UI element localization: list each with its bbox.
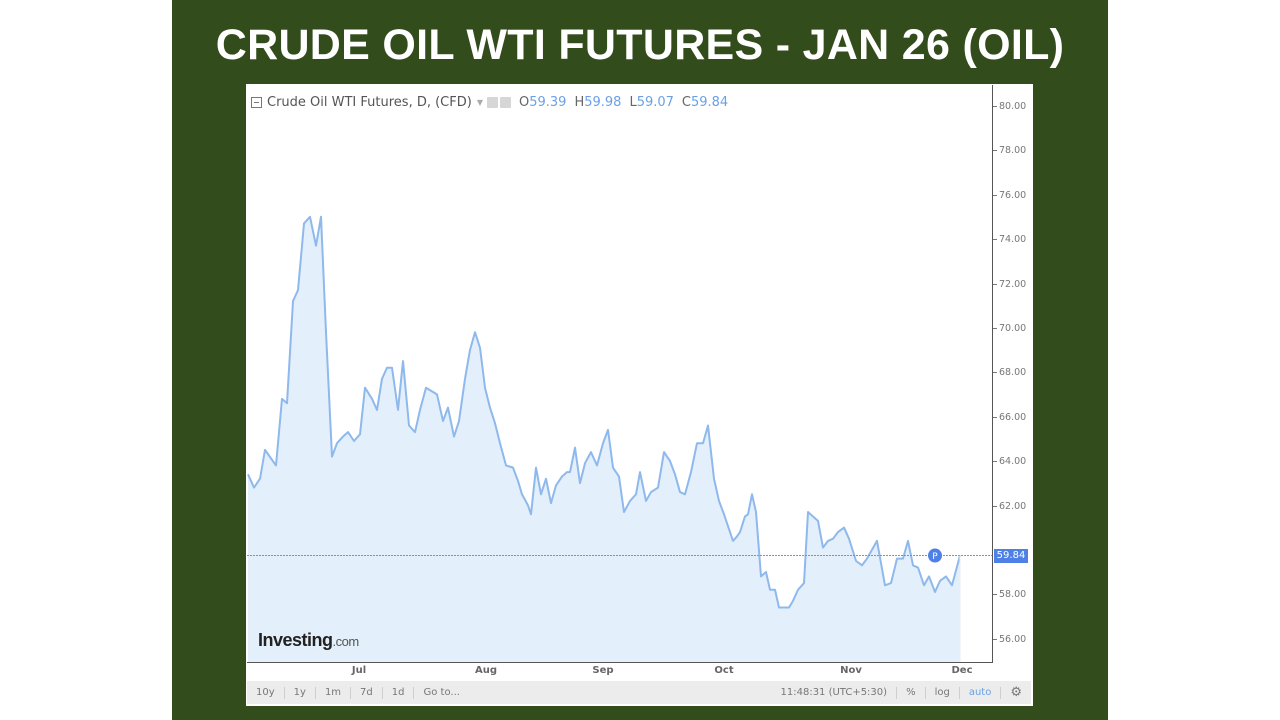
x-tick-label: Jul — [351, 665, 367, 676]
x-tick-label: Dec — [951, 665, 973, 676]
x-axis[interactable]: Jul Aug Sep Oct Nov Dec — [246, 662, 991, 680]
chevron-down-icon[interactable]: ▼ — [476, 98, 483, 107]
y-tick-label: 80.00 — [993, 101, 1026, 112]
ohlc-open: O59.39 — [518, 95, 567, 110]
settings-small-icon[interactable] — [499, 97, 511, 108]
area-fill — [248, 216, 960, 662]
range-1y-button[interactable]: 1y — [285, 686, 316, 699]
price-area-chart: P — [247, 215, 992, 662]
gear-icon[interactable]: ⚙ — [1010, 684, 1022, 700]
y-tick-label: 74.00 — [993, 234, 1026, 245]
auto-scale-button[interactable]: auto — [960, 686, 1002, 699]
svg-text:P: P — [932, 552, 938, 562]
range-1d-button[interactable]: 1d — [383, 686, 415, 699]
y-tick-label: 70.00 — [993, 323, 1026, 334]
y-tick-label: 76.00 — [993, 190, 1026, 201]
chart-legend: Crude Oil WTI Futures, D, (CFD) ▼ O59.39… — [251, 95, 728, 110]
range-1m-button[interactable]: 1m — [316, 686, 352, 699]
collapse-icon[interactable] — [251, 97, 262, 108]
investing-logo: Investing.com — [258, 630, 359, 650]
chart-widget: P Crude Oil WTI Futures, D, (CFD) ▼ O59.… — [246, 84, 1033, 706]
y-tick-label: 72.00 — [993, 279, 1026, 290]
y-tick-label: 58.00 — [993, 589, 1026, 600]
eye-icon[interactable] — [486, 97, 498, 108]
range-7d-button[interactable]: 7d — [351, 686, 383, 699]
instrument-label[interactable]: Crude Oil WTI Futures, D, (CFD) — [267, 95, 472, 110]
x-tick-label: Oct — [714, 665, 734, 676]
log-scale-button[interactable]: log — [926, 686, 960, 699]
ohlc-low: L59.07 — [629, 95, 674, 110]
clock-time[interactable]: 11:48:31 (UTC+5:30) — [772, 686, 898, 699]
goto-button[interactable]: Go to... — [423, 686, 460, 698]
range-10y-button[interactable]: 10y — [247, 686, 285, 699]
current-price-tag: 59.84 — [994, 549, 1028, 563]
y-tick-label: 64.00 — [993, 456, 1026, 467]
price-marker — [928, 548, 942, 563]
y-tick-label: 56.00 — [993, 634, 1026, 645]
y-tick-label: 78.00 — [993, 145, 1026, 156]
ohlc-high: H59.98 — [574, 95, 622, 110]
x-tick-label: Aug — [474, 665, 498, 676]
y-tick-label: 66.00 — [993, 412, 1026, 423]
page-title: CRUDE OIL WTI FUTURES - JAN 26 (OIL) — [215, 21, 1065, 69]
y-tick-label: 68.00 — [993, 367, 1026, 378]
chart-toolbar: 10y 1y 1m 7d 1d Go to... 11:48:31 (UTC+5… — [247, 681, 1031, 704]
x-tick-label: Sep — [592, 665, 614, 676]
x-tick-label: Nov — [840, 665, 862, 676]
ohlc-close: C59.84 — [681, 95, 729, 110]
y-axis[interactable]: 80.00 78.00 76.00 74.00 72.00 70.00 68.00 66.00… — [993, 84, 1033, 662]
y-tick-label: 62.00 — [993, 501, 1026, 512]
plot-area[interactable]: P Crude Oil WTI Futures, D, (CFD) ▼ O59.… — [247, 85, 993, 663]
percent-scale-button[interactable]: % — [897, 686, 926, 699]
price-line — [247, 215, 961, 609]
